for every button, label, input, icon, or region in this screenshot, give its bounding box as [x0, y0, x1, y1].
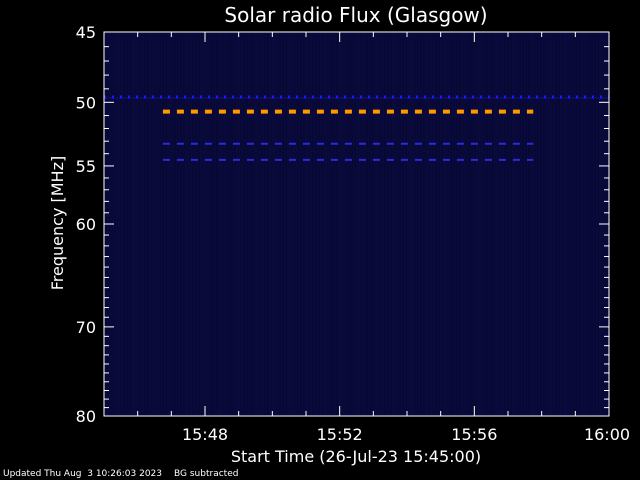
y-tick-label: 60 [76, 215, 96, 234]
plot-area [103, 31, 610, 417]
x-axis: 15:48 15:52 15:56 16:00 [103, 32, 630, 444]
y-tick-label: 70 [76, 318, 96, 337]
x-axis-label: Start Time (26-Jul-23 15:45:00) [231, 447, 481, 466]
y-tick-label: 80 [76, 407, 96, 426]
x-tick-label: 15:52 [317, 425, 363, 444]
background-note: BG subtracted [174, 469, 239, 479]
x-tick-label: 16:00 [584, 425, 630, 444]
y-axis: 45 50 55 60 70 80 [76, 23, 609, 426]
y-tick-label: 50 [76, 93, 96, 112]
x-tick-label: 15:56 [451, 425, 497, 444]
updated-timestamp: Updated Thu Aug 3 10:26:03 2023 [3, 469, 163, 479]
footer: Updated Thu Aug 3 10:26:03 2023 BG subtra… [3, 469, 250, 479]
y-tick-label: 45 [76, 23, 96, 42]
y-tick-label: 55 [76, 157, 96, 176]
spectrogram-background [104, 32, 609, 416]
x-tick-label: 15:48 [182, 425, 228, 444]
y-axis-label: Frequency [MHz] [48, 156, 67, 290]
chart-title: Solar radio Flux (Glasgow) [224, 3, 487, 27]
